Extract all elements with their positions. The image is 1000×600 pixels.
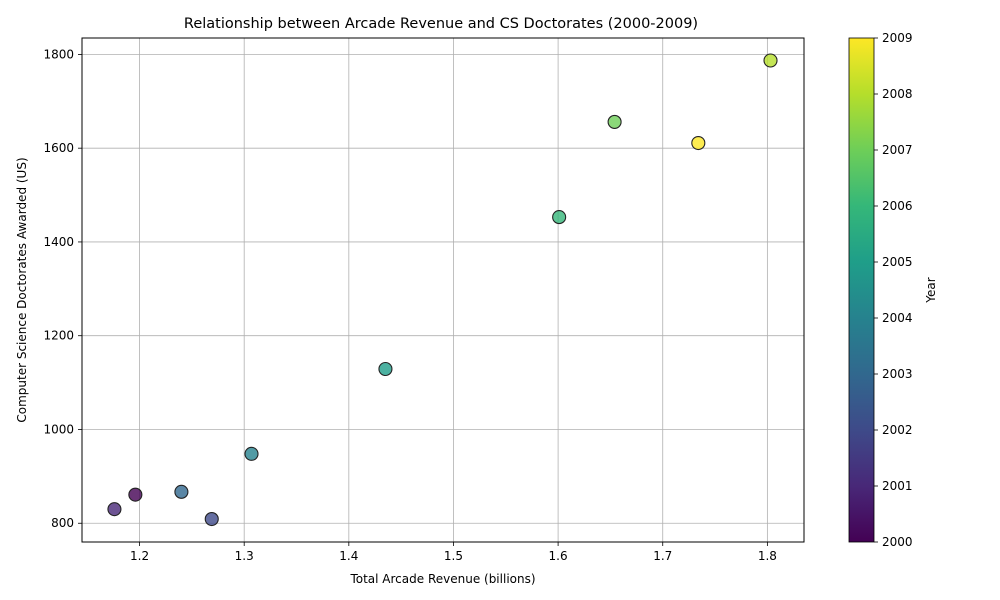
- x-tick-label: 1.7: [653, 549, 672, 563]
- data-point-2006: [553, 211, 566, 224]
- colorbar-tick-label: 2009: [882, 31, 913, 45]
- axis-ticks: 1.2 1.3 1.4 1.5 1.6 1.7 1.8 800 1000 1200 1400 1600…: [43, 47, 776, 563]
- y-tick-label: 1400: [43, 235, 74, 249]
- y-tick-label: 1200: [43, 329, 74, 343]
- y-tick-label: 1800: [43, 47, 74, 61]
- y-tick-label: 800: [51, 516, 74, 530]
- data-point-2004: [245, 447, 258, 460]
- x-tick-label: 1.3: [235, 549, 254, 563]
- colorbar-tick-label: 2000: [882, 535, 913, 549]
- x-tick-label: 1.6: [549, 549, 568, 563]
- x-tick-label: 1.8: [758, 549, 777, 563]
- data-point-2007: [608, 115, 621, 128]
- chart-title: Relationship between Arcade Revenue and …: [184, 16, 698, 32]
- y-axis-label: Computer Science Doctorates Awarded (US): [15, 157, 29, 422]
- data-point-2000: [129, 488, 142, 501]
- x-axis-label: Total Arcade Revenue (billions): [349, 572, 535, 586]
- colorbar-tick-label: 2007: [882, 143, 913, 157]
- scatter-points: [108, 54, 777, 526]
- data-point-2009: [692, 137, 705, 150]
- colorbar: [849, 38, 874, 542]
- colorbar-ticks: 2000 2001 2002 2003 2004 2005 2006 2007 2008 2009: [874, 31, 913, 549]
- y-tick-label: 1600: [43, 141, 74, 155]
- data-point-2001: [108, 503, 121, 516]
- colorbar-label: Year: [924, 277, 938, 303]
- plot-area-frame: [82, 38, 804, 542]
- x-tick-label: 1.5: [444, 549, 463, 563]
- data-point-2002: [205, 513, 218, 526]
- y-tick-label: 1000: [43, 422, 74, 436]
- data-point-2008: [764, 54, 777, 67]
- colorbar-tick-label: 2001: [882, 479, 913, 493]
- colorbar-tick-label: 2004: [882, 311, 913, 325]
- data-point-2003: [175, 485, 188, 498]
- colorbar-tick-label: 2003: [882, 367, 913, 381]
- colorbar-tick-label: 2008: [882, 87, 913, 101]
- data-point-2005: [379, 362, 392, 375]
- colorbar-tick-label: 2005: [882, 255, 913, 269]
- x-tick-label: 1.2: [130, 549, 149, 563]
- grid-lines: [82, 38, 804, 542]
- colorbar-tick-label: 2002: [882, 423, 913, 437]
- colorbar-tick-label: 2006: [882, 199, 913, 213]
- x-tick-label: 1.4: [339, 549, 358, 563]
